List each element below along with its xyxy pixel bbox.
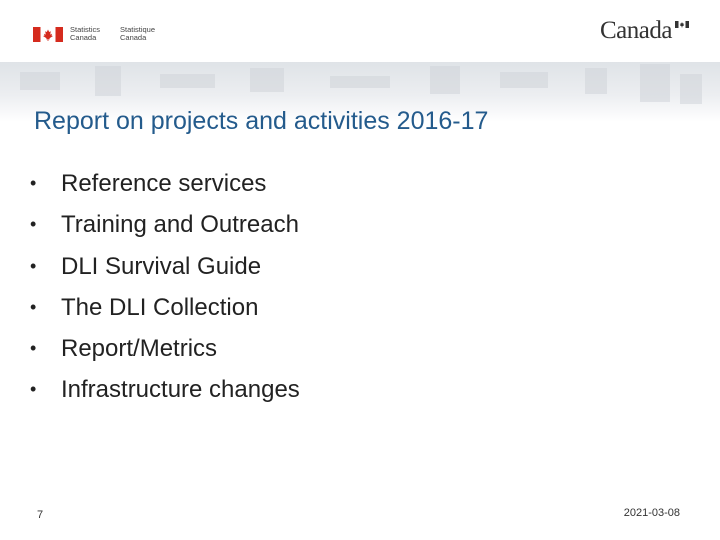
agency-name-french: Statistique Canada bbox=[120, 26, 155, 42]
bullet-marker: • bbox=[30, 255, 37, 276]
list-item-text: The DLI Collection bbox=[61, 293, 259, 321]
slide-title: Report on projects and activities 2016-1… bbox=[34, 107, 489, 135]
list-item-text: Reference services bbox=[61, 170, 267, 197]
page-number: 7 bbox=[37, 509, 44, 521]
agency-en-line1: Statistics bbox=[70, 25, 101, 34]
bullet-marker: • bbox=[30, 173, 37, 193]
agency-name-english: Statistics Canada bbox=[70, 26, 100, 42]
list-item-text: Report/Metrics bbox=[61, 335, 218, 363]
canada-wordmark: Canada bbox=[600, 17, 672, 44]
agency-fr-line2: Canada bbox=[120, 33, 147, 42]
agency-fr-line1: Statistique bbox=[120, 25, 156, 34]
list-item-text: Infrastructure changes bbox=[61, 376, 300, 404]
bullet-marker: • bbox=[30, 296, 37, 317]
canada-flag-icon bbox=[33, 27, 63, 42]
list-item: • Training and Outreach bbox=[30, 204, 300, 245]
banner-block bbox=[20, 72, 60, 90]
decorative-banner bbox=[0, 62, 720, 122]
banner-block bbox=[95, 66, 121, 96]
banner-block bbox=[330, 76, 390, 88]
bullet-marker: • bbox=[30, 338, 37, 359]
list-item: • The DLI Collection bbox=[30, 287, 300, 328]
list-item: • Reference services bbox=[30, 163, 300, 204]
footer-date: 2021-03-08 bbox=[623, 507, 680, 519]
banner-block bbox=[430, 66, 460, 94]
banner-block bbox=[250, 68, 284, 92]
agency-en-line2: Canada bbox=[70, 33, 97, 42]
list-item-text: DLI Survival Guide bbox=[61, 252, 262, 280]
header-bar: Statistics Canada Statistique Canada Can… bbox=[0, 0, 720, 62]
banner-block bbox=[680, 74, 702, 104]
bullet-marker: • bbox=[30, 379, 37, 400]
banner-block bbox=[160, 74, 215, 88]
banner-block bbox=[585, 68, 607, 94]
list-item: • Infrastructure changes bbox=[30, 369, 300, 410]
list-item: • DLI Survival Guide bbox=[30, 246, 300, 287]
list-item-text: Training and Outreach bbox=[61, 211, 299, 239]
wordmark-flag-icon bbox=[675, 21, 689, 28]
banner-block bbox=[640, 64, 670, 102]
bullet-marker: • bbox=[30, 214, 37, 235]
banner-block bbox=[500, 72, 548, 88]
list-item: • Report/Metrics bbox=[30, 328, 300, 369]
bullet-list: • Reference services • Training and Outrea… bbox=[30, 163, 300, 411]
